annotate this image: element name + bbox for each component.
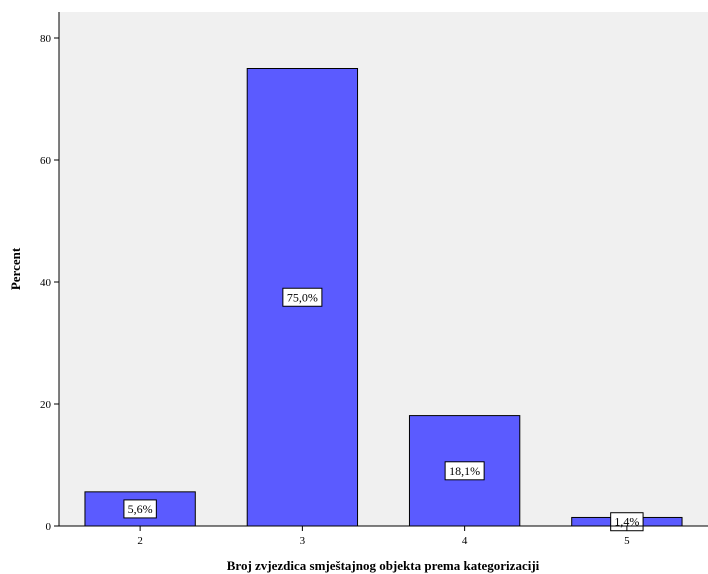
x-axis-ticks: 2 3 4 5 — [137, 526, 630, 547]
data-label-box — [282, 287, 323, 307]
data-label: 75,0% — [287, 290, 318, 304]
data-label: 18,1% — [449, 464, 480, 478]
y-tick-label: 20 — [40, 399, 52, 411]
data-label-box — [123, 499, 157, 519]
y-axis-ticks: 0 20 40 60 80 — [40, 33, 59, 533]
x-tick-label: 4 — [462, 535, 468, 547]
x-tick-label: 3 — [300, 535, 306, 547]
y-tick-label: 60 — [40, 155, 52, 167]
y-axis-title: Percent — [8, 247, 23, 290]
y-tick-label: 40 — [40, 277, 52, 289]
y-tick-label: 0 — [46, 521, 52, 533]
data-label-box — [444, 461, 485, 481]
y-tick-label: 80 — [40, 33, 52, 45]
x-axis-title: Broj zvjezdica smještajnog objekta prema… — [227, 558, 540, 573]
x-tick-label: 5 — [624, 535, 630, 547]
data-label: 5,6% — [128, 502, 153, 516]
x-tick-label: 2 — [137, 535, 143, 547]
bars: 5,6% 75,0% 18,1% 1,4% — [84, 68, 683, 532]
data-label: 1,4% — [614, 515, 639, 529]
plot-area — [59, 12, 708, 526]
